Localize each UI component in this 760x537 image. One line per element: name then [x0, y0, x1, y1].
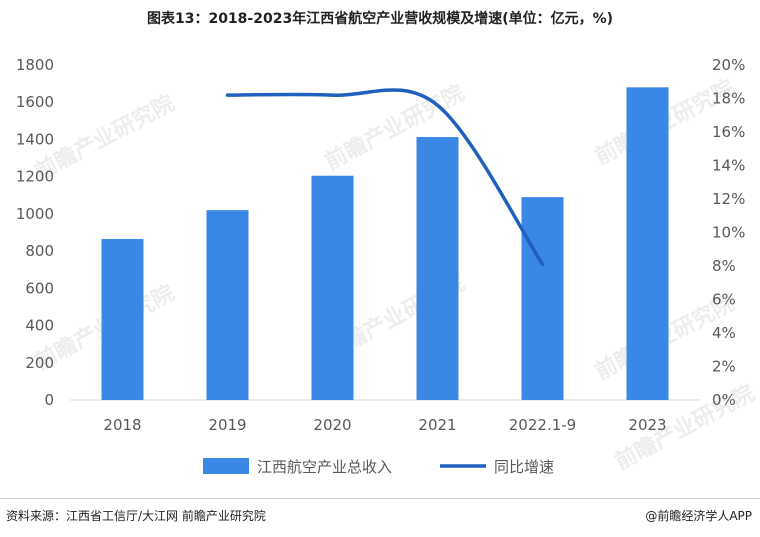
y2-tick-label: 10%	[712, 224, 745, 242]
legend-bar-label: 江西航空产业总收入	[257, 458, 392, 476]
x-tick-label: 2023	[628, 416, 666, 434]
credit-note: @前瞻经济学人APP	[645, 509, 752, 523]
bar-series	[101, 87, 669, 400]
y-tick-label: 1400	[16, 130, 54, 148]
bar	[626, 87, 669, 400]
y-tick-label: 800	[25, 242, 54, 260]
legend: 江西航空产业总收入 同比增速	[203, 458, 554, 476]
chart-title: 图表13：2018-2023年江西省航空产业营收规模及增速(单位：亿元，%)	[146, 11, 614, 27]
growth-line	[225, 88, 545, 267]
y-tick-label: 200	[25, 354, 54, 372]
y-tick-label: 1800	[16, 56, 54, 74]
y-tick-label: 600	[25, 279, 54, 297]
y2-tick-label: 12%	[712, 190, 745, 208]
x-tick-label: 2020	[313, 416, 351, 434]
y-tick-label: 0	[44, 391, 54, 409]
bar	[206, 210, 249, 400]
bar	[521, 197, 564, 400]
y-tick-label: 1600	[16, 93, 54, 111]
legend-line-label: 同比增速	[494, 458, 554, 476]
line-series	[225, 88, 545, 267]
y-tick-label: 1000	[16, 205, 54, 223]
x-tick-label: 2021	[418, 416, 456, 434]
bar	[416, 137, 459, 400]
y2-tick-label: 6%	[712, 291, 736, 309]
y-tick-label: 1200	[16, 168, 54, 186]
y2-tick-label: 18%	[712, 90, 745, 108]
x-tick-label: 2018	[103, 416, 141, 434]
axes: 0 200 400 600 800 1000 1200 1400 1600 1800 0% 2% 4% 6…	[16, 56, 746, 434]
y2-tick-label: 8%	[712, 257, 736, 275]
y2-tick-label: 14%	[712, 157, 745, 175]
y-tick-label: 400	[25, 317, 54, 335]
y2-tick-label: 0%	[712, 391, 736, 409]
x-tick-label: 2019	[208, 416, 246, 434]
y2-tick-label: 2%	[712, 358, 736, 376]
x-tick-label: 2022.1-9	[509, 416, 576, 434]
source-note: 资料来源：江西省工信厅/大江网 前瞻产业研究院	[6, 509, 266, 523]
bar	[311, 175, 354, 400]
chart-canvas: 前瞻产业研究院前瞻产业研究院前瞻产业研究院前瞻产业研究院前瞻产业研究院前瞻产业研…	[16, 56, 759, 476]
footer-divider	[0, 498, 760, 499]
legend-bar-swatch	[203, 458, 249, 474]
y2-tick-label: 20%	[712, 56, 745, 74]
bar	[101, 239, 144, 400]
y2-tick-label: 4%	[712, 324, 736, 342]
y2-tick-label: 16%	[712, 123, 745, 141]
